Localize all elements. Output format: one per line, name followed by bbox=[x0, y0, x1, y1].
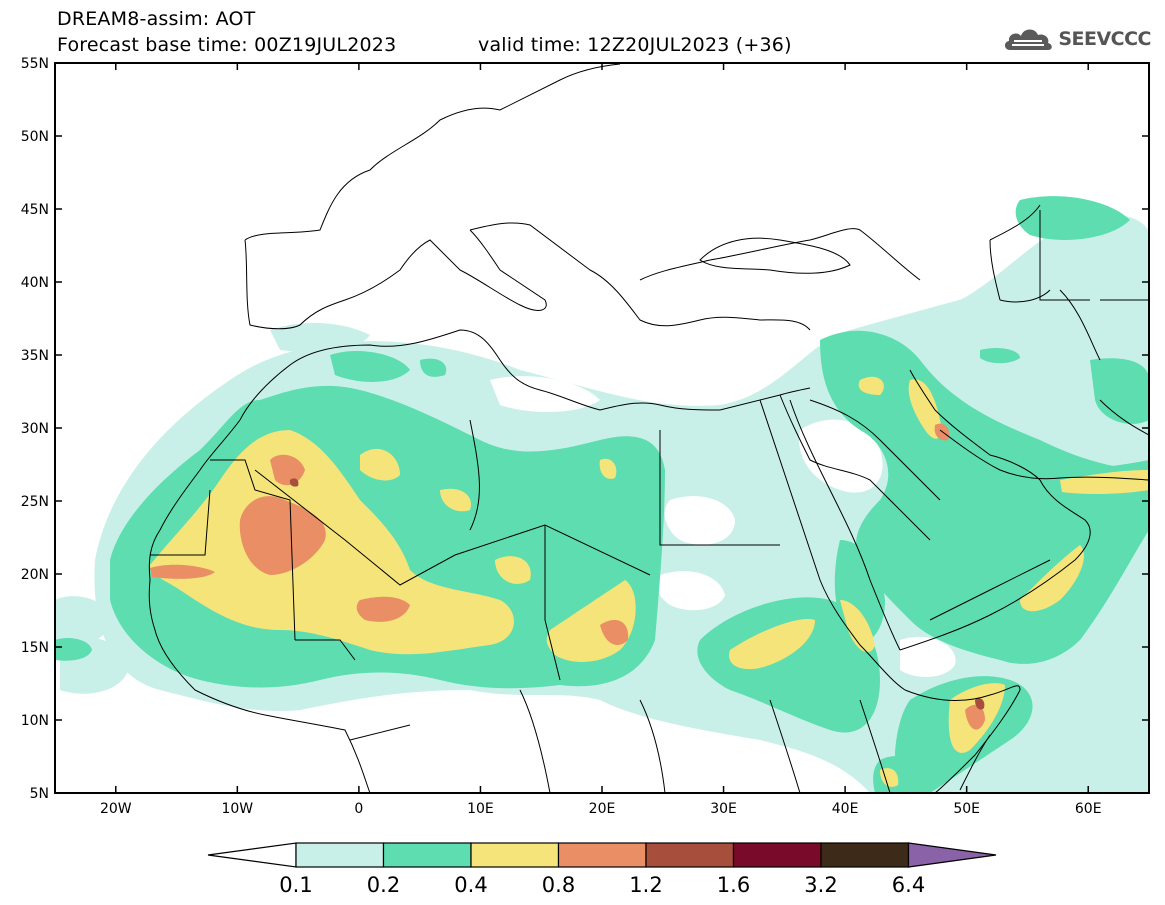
colorbar-label: 6.4 bbox=[892, 873, 925, 897]
lon-label: 10E bbox=[467, 801, 494, 817]
lon-label: 20E bbox=[589, 801, 616, 817]
longitude-axis: 20W 10W 0 10E 20E 30E 40E 50E 60E bbox=[100, 63, 1102, 817]
lon-label: 0 bbox=[354, 801, 363, 817]
seevccc-logo: SEEVCCC bbox=[1002, 24, 1151, 54]
colorbar-segment bbox=[820, 842, 910, 868]
colorbar-label: 0.2 bbox=[367, 873, 400, 897]
aot-map: 55N 50N 45N 40N 35N 30N 25N 20N 15N 10N 5N 20W 10W 0… bbox=[21, 56, 1150, 817]
lat-label: 55N bbox=[21, 56, 49, 72]
colorbar-segment bbox=[382, 842, 472, 868]
colorbar-segment bbox=[732, 842, 822, 868]
lon-label: 20W bbox=[100, 801, 132, 817]
lat-label: 30N bbox=[21, 421, 49, 437]
latitude-axis: 55N 50N 45N 40N 35N 30N 25N 20N 15N 10N 5N bbox=[21, 56, 1149, 802]
valid-time: valid time: 12Z20JUL2023 (+36) bbox=[478, 34, 792, 56]
forecast-base-time: Forecast base time: 00Z19JUL2023 bbox=[57, 34, 397, 56]
colorbar-segment bbox=[470, 842, 560, 868]
lat-label: 45N bbox=[21, 202, 49, 218]
colorbar-segment bbox=[557, 842, 647, 868]
lon-label: 10W bbox=[221, 801, 253, 817]
lon-label: 30E bbox=[710, 801, 737, 817]
colorbar-segment bbox=[645, 842, 735, 868]
lat-label: 40N bbox=[21, 275, 49, 291]
colorbar-label: 1.2 bbox=[629, 873, 662, 897]
lat-label: 50N bbox=[21, 129, 49, 145]
colorbar-label: 0.1 bbox=[279, 873, 312, 897]
colorbar-segment bbox=[295, 842, 385, 868]
lon-label: 60E bbox=[1075, 801, 1102, 817]
lat-label: 25N bbox=[21, 494, 49, 510]
cloud-icon bbox=[1005, 29, 1053, 50]
colorbar-low-triangle bbox=[207, 842, 297, 868]
colorbar-label: 0.4 bbox=[454, 873, 487, 897]
lat-label: 15N bbox=[21, 640, 49, 656]
lat-label: 35N bbox=[21, 348, 49, 364]
lon-label: 50E bbox=[953, 801, 980, 817]
lat-label: 20N bbox=[21, 567, 49, 583]
colorbar-label: 1.6 bbox=[717, 873, 750, 897]
aot-field bbox=[55, 63, 1149, 793]
colorbar-label: 3.2 bbox=[804, 873, 837, 897]
lon-label: 40E bbox=[832, 801, 859, 817]
lat-label: 10N bbox=[21, 713, 49, 729]
chart-title: DREAM8-assim: AOT bbox=[57, 8, 256, 30]
logo-text: SEEVCCC bbox=[1058, 28, 1151, 50]
lat-label: 5N bbox=[30, 786, 49, 802]
colorbar-label: 0.8 bbox=[542, 873, 575, 897]
colorbar-high-triangle bbox=[907, 842, 997, 868]
